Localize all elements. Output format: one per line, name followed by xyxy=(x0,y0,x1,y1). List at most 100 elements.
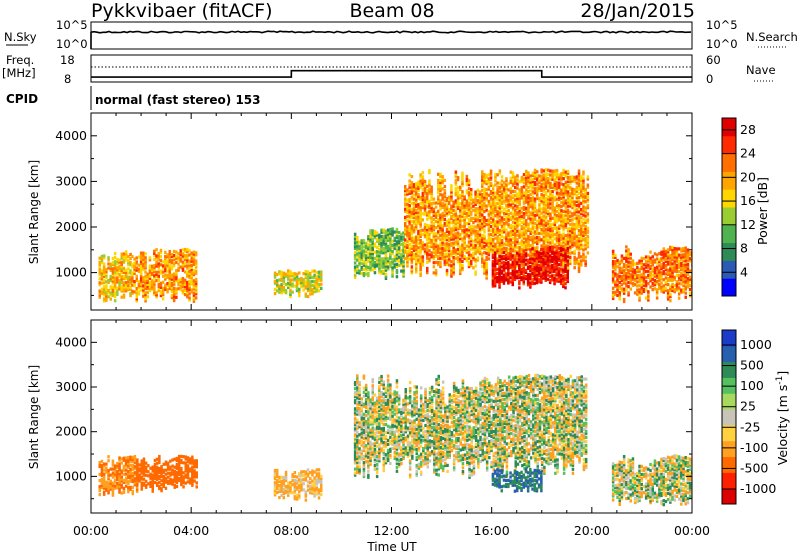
power-cell xyxy=(675,253,679,257)
power-cell xyxy=(102,256,106,260)
power-cell xyxy=(571,243,574,247)
power-cell xyxy=(522,205,526,209)
power-cell xyxy=(102,285,106,289)
power-cell xyxy=(177,262,180,266)
power-cell xyxy=(452,256,455,260)
power-cell xyxy=(315,275,319,279)
power-cell xyxy=(622,279,626,283)
power-cell xyxy=(580,177,583,181)
power-cell xyxy=(142,251,145,255)
power-cell xyxy=(540,195,543,199)
power-cell xyxy=(647,292,650,296)
power-cell xyxy=(688,253,692,257)
power-cell xyxy=(496,234,499,238)
power-cell xyxy=(109,268,112,272)
power-cell xyxy=(549,169,552,173)
power-cell xyxy=(544,190,548,194)
power-cell xyxy=(280,285,283,289)
power-cell xyxy=(406,206,409,210)
power-cell xyxy=(518,210,521,215)
power-cell xyxy=(467,180,471,185)
power-cell xyxy=(638,288,641,292)
power-cell xyxy=(430,185,433,189)
power-cell xyxy=(573,208,576,212)
power-cell xyxy=(505,210,508,214)
power-cell xyxy=(465,228,469,232)
power-cell xyxy=(684,277,687,281)
power-cell xyxy=(505,183,508,187)
power-cell xyxy=(524,258,528,262)
power-cell xyxy=(525,190,528,194)
power-cell xyxy=(514,216,517,220)
power-cell xyxy=(584,224,587,228)
power-cell xyxy=(537,280,541,284)
power-cell xyxy=(445,211,449,215)
power-cell xyxy=(571,195,574,199)
power-cell xyxy=(461,171,464,175)
power-cell xyxy=(313,290,316,294)
power-cell xyxy=(426,191,429,195)
power-cell xyxy=(437,219,440,224)
power-cell xyxy=(412,205,416,209)
power-cell xyxy=(487,245,491,249)
power-cell xyxy=(542,187,546,191)
power-cell xyxy=(434,226,438,230)
power-cell xyxy=(682,277,685,281)
power-cell xyxy=(485,194,488,198)
power-cell xyxy=(516,225,519,229)
velocity-cell xyxy=(116,478,119,482)
power-cell xyxy=(582,193,585,197)
power-cell xyxy=(428,236,431,240)
power-cell xyxy=(389,250,392,254)
power-cell xyxy=(467,260,471,265)
power-cell xyxy=(137,292,141,296)
power-cell xyxy=(542,220,546,224)
power-cell xyxy=(627,252,630,256)
power-cell xyxy=(516,184,519,188)
power-cell xyxy=(426,213,429,217)
power-cell xyxy=(489,210,493,214)
power-cell xyxy=(507,237,510,241)
power-cell xyxy=(551,185,554,190)
power-cell xyxy=(511,202,515,206)
power-cell xyxy=(190,257,193,261)
power-cell xyxy=(384,241,388,246)
power-cell xyxy=(675,247,679,251)
power-cell xyxy=(419,228,422,232)
power-cell xyxy=(546,257,550,261)
power-cell xyxy=(533,201,537,205)
power-cell xyxy=(450,184,453,188)
power-cell xyxy=(498,243,502,247)
power-cell xyxy=(434,201,438,205)
power-cell xyxy=(144,295,147,299)
power-cell xyxy=(682,273,685,277)
power-cell xyxy=(522,274,525,278)
power-cell xyxy=(515,270,519,274)
power-cell xyxy=(494,173,497,177)
power-cell xyxy=(183,270,187,274)
power-cell xyxy=(304,294,308,298)
power-cell xyxy=(127,261,130,265)
power-cell xyxy=(421,171,425,175)
power-cell xyxy=(282,281,286,285)
power-cell xyxy=(686,285,690,289)
power-cell xyxy=(380,238,383,243)
power-cell xyxy=(494,230,497,234)
power-cell xyxy=(555,265,558,269)
power-cell xyxy=(439,225,442,230)
power-cell xyxy=(419,220,422,224)
power-cell xyxy=(289,294,292,298)
power-cell xyxy=(511,247,515,251)
power-cell xyxy=(566,210,570,214)
power-cell xyxy=(190,267,193,272)
power-cell xyxy=(459,247,462,251)
power-cell xyxy=(428,210,431,214)
power-cell xyxy=(459,216,462,220)
power-cell xyxy=(542,218,546,222)
power-cell xyxy=(542,222,546,226)
power-cell xyxy=(507,223,510,227)
power-cell xyxy=(531,173,535,177)
power-cell xyxy=(127,279,130,283)
velocity-cell xyxy=(109,481,112,485)
power-cell xyxy=(146,291,149,295)
